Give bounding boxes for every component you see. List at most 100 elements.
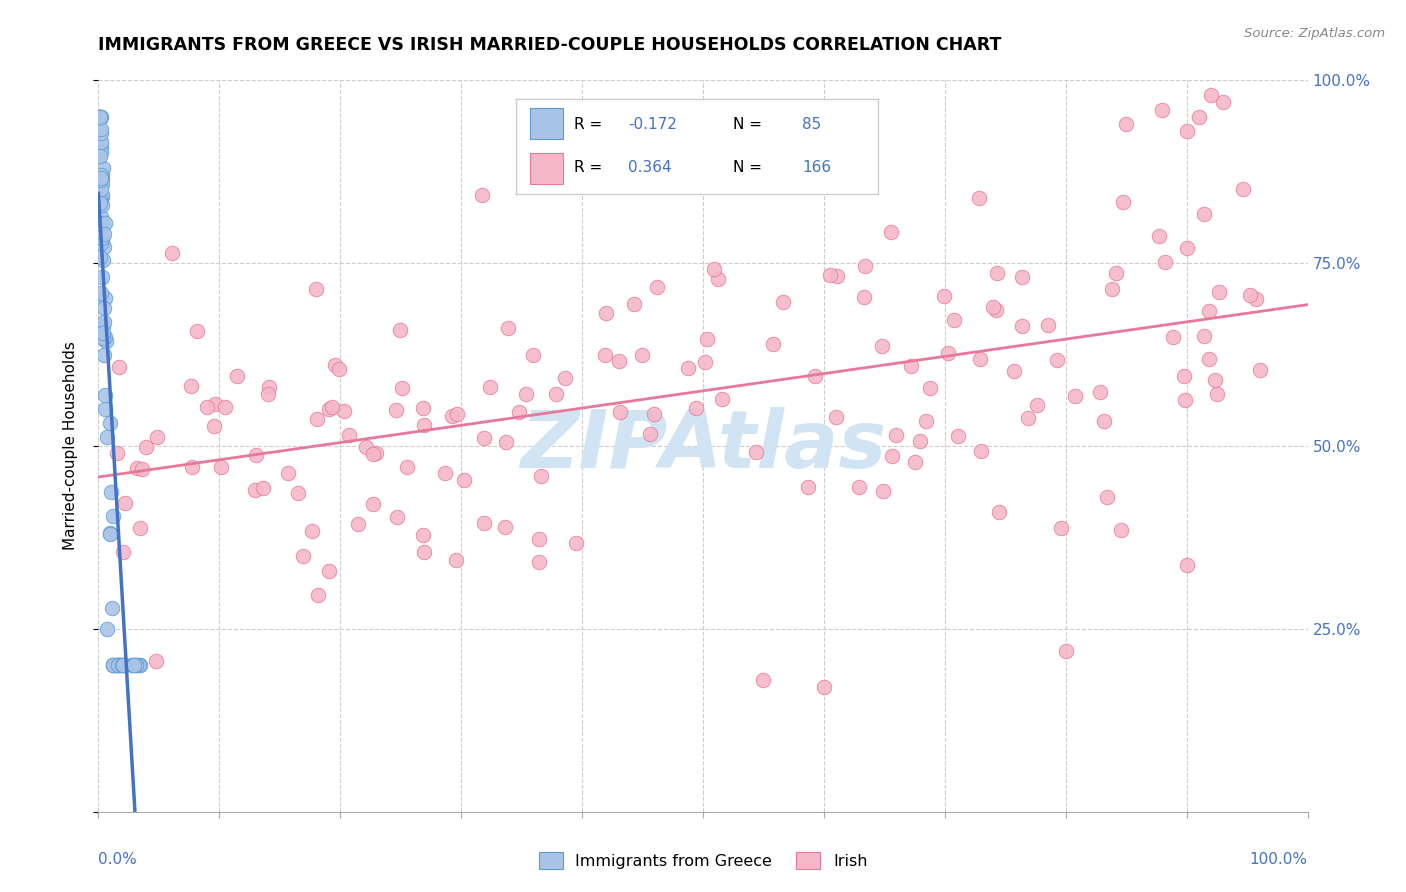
Point [515,387,537,401]
Point [90,188,112,202]
Point [89,110,111,124]
Point [361,447,384,461]
Point [527,555,550,569]
Point [93,291,115,305]
Point [762,337,785,351]
Point [1036,318,1059,332]
Point [100,485,122,500]
Point [89,135,111,149]
Point [1244,292,1267,306]
Point [880,225,903,239]
Point [967,191,990,205]
Point [93,227,115,241]
Point [91,270,114,285]
Point [1092,414,1115,428]
Point [1204,373,1226,387]
Point [413,417,436,432]
Point [112,545,135,559]
Point [495,434,517,449]
Point [804,369,827,384]
Point [145,654,167,668]
Point [1161,330,1184,344]
Point [89,110,111,124]
Point [101,658,124,673]
Point [186,324,208,338]
Point [623,297,645,311]
Point [853,290,876,304]
Point [1192,207,1215,221]
Text: 0.0%: 0.0% [98,852,138,867]
Point [609,354,631,368]
Point [1011,269,1033,284]
Point [107,658,129,673]
Text: ZIPAtlas: ZIPAtlas [520,407,886,485]
Point [498,321,520,335]
Point [388,323,411,337]
Point [364,445,387,459]
Point [90,126,112,140]
Point [987,504,1010,518]
Point [108,658,131,673]
Point [146,430,169,444]
Point [882,450,904,464]
Point [128,658,150,673]
Point [129,521,152,535]
Point [1239,288,1261,302]
Point [101,658,124,673]
Point [89,110,111,124]
Point [91,190,114,204]
Point [277,467,299,481]
Point [90,145,112,159]
Point [825,410,848,425]
Point [135,440,157,454]
Point [915,414,938,428]
Point [444,553,467,567]
Point [181,459,204,474]
Point [1002,363,1025,377]
Point [105,658,128,673]
Point [1175,124,1198,138]
Point [918,381,941,395]
Point [1152,103,1174,117]
Point [259,380,281,394]
Point [103,509,125,524]
Point [908,434,931,448]
Point [101,601,124,615]
Point [710,392,733,406]
Point [103,658,125,673]
Point [104,658,127,673]
Point [1011,318,1033,333]
Point [522,348,544,362]
Point [93,301,115,315]
Point [527,532,550,546]
Point [609,404,631,418]
Point [530,468,553,483]
Point [131,462,153,476]
Point [112,658,135,673]
Point [347,517,370,532]
Point [685,401,707,415]
Point [1175,241,1198,255]
Point [112,658,135,673]
Point [472,431,495,445]
Point [643,407,665,421]
Point [318,564,340,578]
Point [90,217,112,231]
Point [354,440,377,454]
Point [1046,353,1069,368]
Point [745,445,768,459]
Point [703,261,725,276]
Point [1054,644,1077,658]
Point [1192,328,1215,343]
Point [1205,387,1227,401]
Point [853,259,876,273]
Point [93,315,115,329]
Point [243,483,266,497]
Point [160,245,183,260]
Point [94,330,117,344]
Point [984,303,1007,318]
Point [89,238,111,252]
Point [127,461,149,475]
Point [638,427,661,442]
Point [89,250,111,264]
